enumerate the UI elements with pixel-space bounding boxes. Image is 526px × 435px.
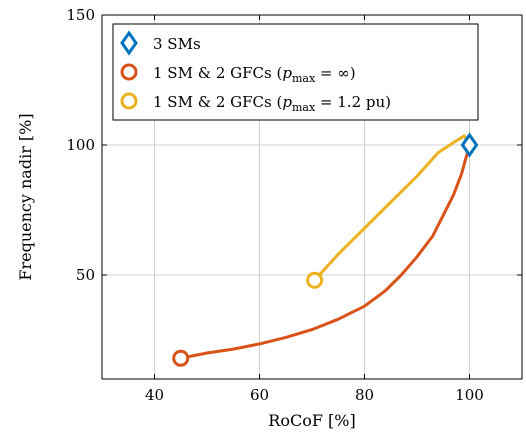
series-line-1: [179, 143, 471, 360]
axis-ticks: 40 60 80 100 50 100 150: [66, 6, 522, 404]
x-tick-label-80: 80: [355, 386, 374, 404]
series-0-point-marker: [460, 132, 479, 158]
series-1-start-marker: [172, 349, 190, 367]
legend-label-2: 1 SM & 2 GFCs (pmax = 1.2 pu): [153, 93, 391, 114]
legend: 3 SMs 1 SM & 2 GFCs (pmax = ∞) 1 SM & 2 GF…: [112, 23, 479, 121]
y-tick-label-50: 50: [76, 266, 95, 284]
x-tick-label-100: 100: [455, 386, 484, 404]
series-2-start-marker: [306, 271, 324, 289]
legend-label-0: 3 SMs: [153, 35, 201, 53]
series-layer: [172, 132, 479, 367]
legend-label-1: 1 SM & 2 GFCs (pmax = ∞): [153, 64, 356, 85]
plot-area-frame: [101, 14, 523, 380]
legend-box: [112, 23, 479, 121]
legend-marker-0: [120, 30, 138, 56]
y-tick-label-150: 150: [66, 6, 95, 24]
series-line-2: [313, 134, 471, 282]
legend-marker-1: [120, 63, 138, 81]
legend-marker-2: [120, 92, 138, 110]
x-tick-label-60: 60: [250, 386, 269, 404]
x-axis-label: RoCoF [%]: [268, 411, 355, 430]
y-tick-label-100: 100: [66, 136, 95, 154]
x-tick-label-40: 40: [145, 386, 164, 404]
y-axis-label: Frequency nadir [%]: [16, 113, 35, 280]
